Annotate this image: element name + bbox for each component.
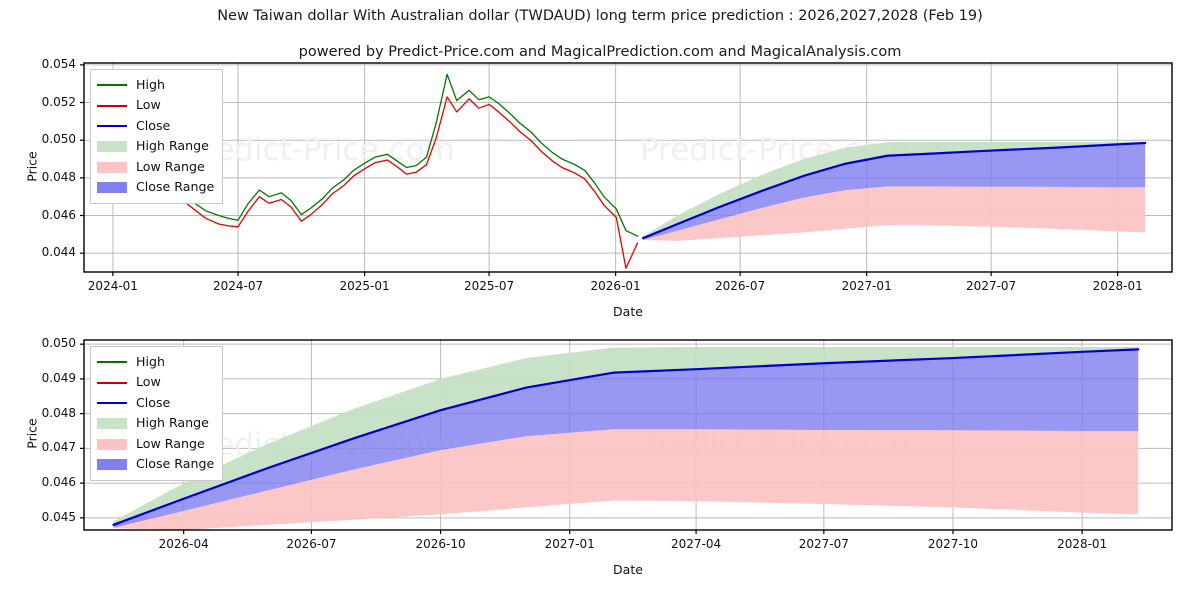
x-axis-tick-label: 2026-07 [715,279,766,293]
x-axis-tick-label: 2026-01 [590,279,641,293]
legend-patch-icon [97,181,127,194]
top-chart-plot: Predict-Price.com Predict-Price.com [80,62,1173,276]
legend-item[interactable]: Close [97,393,214,414]
y-axis-tick-label: 0.052 [41,94,76,109]
x-axis-tick-label: 2027-07 [798,537,849,551]
chart-legend: High Low Close High Range Low Range Close Ran… [90,69,224,204]
x-axis-tick-label: 2027-01 [841,279,892,293]
legend-item-label: Low Range [136,158,205,174]
legend-item[interactable]: High [97,352,214,373]
svg-text:Predict-Price.com: Predict-Price.com [185,132,455,168]
x-axis-title: Date [613,562,643,577]
y-axis-tick-label: 0.047 [41,440,76,455]
legend-item[interactable]: High Range [97,414,214,435]
legend-line-icon [97,99,127,112]
legend-item-label: High [136,353,165,369]
x-axis-tick-label: 2027-07 [966,279,1017,293]
legend-patch-icon [97,140,127,153]
legend-item-label: High Range [136,138,209,154]
x-axis-tick-label: 2027-04 [671,537,722,551]
x-axis-tick-label: 2026-07 [286,537,337,551]
legend-item[interactable]: Close Range [97,455,214,476]
legend-line-icon [97,356,127,369]
legend-line-icon [97,79,127,92]
legend-item-label: High [136,76,165,92]
x-axis-tick-label: 2025-01 [339,279,390,293]
legend-line-icon [97,397,127,410]
x-axis-title: Date [613,304,643,319]
y-axis-tick-label: 0.048 [41,405,76,420]
y-axis-tick-label: 0.046 [41,475,76,490]
y-axis-tick-label: 0.050 [41,336,76,351]
legend-item-label: Close [136,117,171,133]
legend-item[interactable]: Low Range [97,434,214,455]
legend-item-label: Low [136,374,161,390]
legend-item[interactable]: Close [97,116,214,137]
x-axis-tick-label: 2024-01 [87,279,138,293]
legend-patch-icon [97,417,127,430]
legend-item[interactable]: Low [97,96,214,117]
legend-item-label: Low Range [136,435,205,451]
x-axis-tick-label: 2027-10 [927,537,979,551]
legend-item-label: Close Range [136,179,215,195]
y-axis-tick-label: 0.050 [41,132,76,147]
y-axis-tick-label: 0.054 [41,56,76,71]
legend-item[interactable]: High [97,75,214,96]
legend-item[interactable]: High Range [97,137,214,158]
legend-item[interactable]: Close Range [97,178,214,199]
top-chart-panel: Predict-Price.com Predict-Price.com 0.044… [24,56,1173,319]
legend-patch-icon [97,438,127,451]
legend-item-label: Close Range [136,456,215,472]
x-axis-tick-label: 2028-01 [1057,537,1108,551]
legend-item-label: Close [136,394,171,410]
y-axis-tick-label: 0.048 [41,169,76,184]
legend-item-label: Low [136,97,161,113]
x-axis-tick-label: 2026-10 [415,537,466,551]
y-axis-title: Price [24,418,40,449]
legend-line-icon [97,376,127,389]
y-axis-tick-label: 0.044 [41,245,76,260]
x-axis-tick-label: 2025-07 [463,279,515,293]
legend-item-label: High Range [136,415,209,431]
y-axis-tick-label: 0.049 [41,370,76,385]
y-axis-tick-label: 0.046 [41,207,76,222]
legend-item[interactable]: Low [97,373,214,394]
legend-item[interactable]: Low Range [97,157,214,178]
page-title: New Taiwan dollar With Australian dollar… [217,8,983,24]
chart-legend: High Low Close High Range Low Range Close Ran… [90,346,224,481]
legend-patch-icon [97,161,127,174]
y-axis-title: Price [24,150,40,182]
x-axis-tick-label: 2026-04 [158,537,209,551]
y-axis-tick-label: 0.045 [41,509,76,524]
x-axis-tick-label: 2028-01 [1092,279,1143,293]
legend-line-icon [97,120,127,133]
x-axis-tick-label: 2024-07 [212,279,264,293]
legend-patch-icon [97,458,127,471]
x-axis-tick-label: 2027-01 [544,537,595,551]
page-subtitle: powered by Predict-Price.com and Magical… [298,44,902,60]
